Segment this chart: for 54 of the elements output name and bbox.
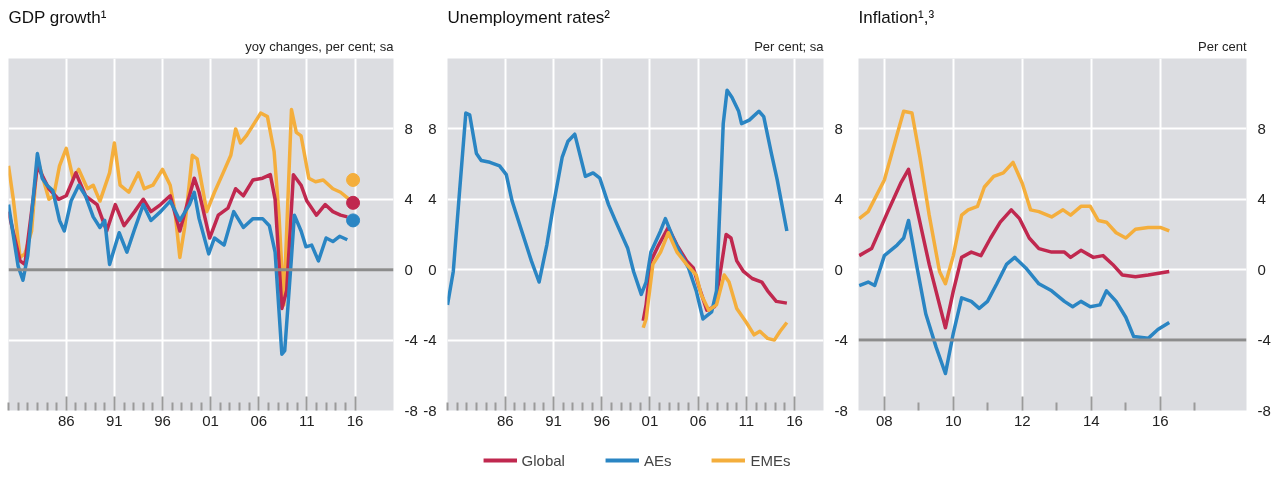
y2-tick-label: 4 bbox=[834, 190, 843, 208]
x-tick-label: 91 bbox=[545, 411, 562, 429]
y-tick-label: 8 bbox=[428, 119, 437, 137]
chart-subtitle: yoy changes, per cent; sa bbox=[245, 38, 395, 54]
line-series bbox=[858, 218, 1171, 376]
line-series bbox=[858, 167, 1171, 330]
x-tick-label: 14 bbox=[1082, 411, 1100, 429]
y-tick-label: 4 bbox=[428, 190, 437, 208]
line-series bbox=[858, 109, 1171, 286]
x-tick-label: 11 bbox=[299, 411, 315, 429]
line-series bbox=[8, 151, 350, 356]
y-tick-label: 4 bbox=[1257, 190, 1266, 208]
y-tick-label: -8 bbox=[423, 401, 437, 419]
x-tick-label: 96 bbox=[593, 411, 611, 429]
y-tick-label: -4 bbox=[404, 331, 418, 349]
y-tick-label: -4 bbox=[1257, 331, 1271, 349]
legend-label: EMEs bbox=[750, 451, 791, 469]
x-tick-label: 01 bbox=[202, 411, 219, 429]
chart-title: GDP growth¹ bbox=[8, 7, 107, 27]
x-tick-label: 86 bbox=[57, 411, 75, 429]
x-tick-label: 08 bbox=[876, 411, 893, 429]
y-tick-label: 0 bbox=[428, 260, 437, 278]
y-tick-label: 8 bbox=[404, 119, 413, 137]
x-tick-label: 16 bbox=[786, 411, 803, 429]
y-tick-label: 4 bbox=[404, 190, 413, 208]
x-tick-label: 96 bbox=[154, 411, 171, 429]
chart-subtitle: Per cent; sa bbox=[754, 38, 825, 54]
y2-tick-label: 0 bbox=[834, 260, 843, 278]
line-series bbox=[447, 88, 789, 321]
x-tick-label: 16 bbox=[346, 411, 364, 429]
x-tick-label: 06 bbox=[689, 411, 707, 429]
x-tick-label: 01 bbox=[641, 411, 659, 429]
x-tick-label: 11 bbox=[738, 411, 755, 429]
x-tick-label: 12 bbox=[1013, 411, 1031, 429]
y-tick-label: -8 bbox=[1257, 401, 1271, 419]
x-tick-label: 91 bbox=[106, 411, 123, 429]
x-tick-label: 86 bbox=[497, 411, 514, 429]
y2-tick-label: -4 bbox=[834, 331, 848, 349]
chart-title: Unemployment rates² bbox=[447, 7, 611, 27]
y2-tick-label: -8 bbox=[834, 401, 848, 419]
x-tick-label: 16 bbox=[1151, 411, 1169, 429]
x-tick-label: 10 bbox=[945, 411, 962, 429]
line-series bbox=[641, 230, 789, 342]
y-tick-label: 8 bbox=[1257, 119, 1266, 137]
y-tick-label: 0 bbox=[1257, 260, 1266, 278]
y-tick-label: -8 bbox=[404, 401, 418, 419]
y2-tick-label: 8 bbox=[834, 119, 843, 137]
x-tick-label: 06 bbox=[250, 411, 268, 429]
y-tick-label: -4 bbox=[423, 331, 437, 349]
legend-label: Global bbox=[521, 451, 565, 469]
chart-subtitle: Per cent bbox=[1198, 38, 1247, 54]
chart-title: Inflation¹,³ bbox=[858, 7, 935, 27]
y-tick-label: 0 bbox=[404, 260, 413, 278]
legend-label: AEs bbox=[643, 451, 672, 469]
